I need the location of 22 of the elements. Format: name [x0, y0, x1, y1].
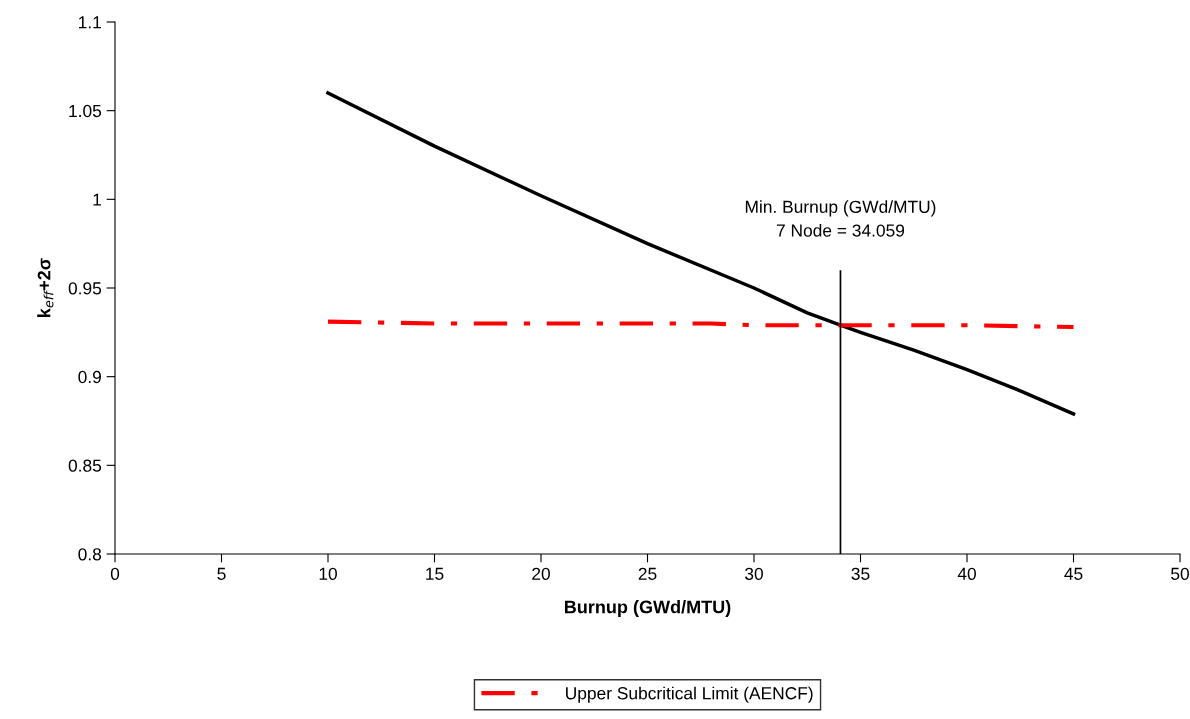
y-tick-label: 0.8 — [78, 548, 102, 561]
x-tick-label: 0 — [110, 567, 120, 580]
x-tick-label: 15 — [426, 567, 444, 580]
ref-line-label: Min. Burnup (GWd/MTU) 7 Node = 34.059 — [745, 200, 936, 237]
y-tick-label: 0.85 — [68, 459, 102, 472]
x-tick-label: 20 — [532, 567, 550, 580]
y-tick-label: 0.9 — [78, 370, 101, 384]
x-tick-label: 45 — [1064, 567, 1083, 580]
y-tick-label: 1 — [93, 193, 101, 206]
y-tick-label: 0.95 — [68, 282, 102, 295]
legend-label: Upper Subcritical Limit (AENCF) — [566, 686, 813, 703]
y-tick-label: 1.1 — [79, 16, 101, 29]
x-tick-label: 50 — [1171, 567, 1189, 580]
x-tick-label: 5 — [217, 567, 226, 580]
x-axis-title: Burnup (GWd/MTU) — [564, 600, 731, 617]
x-tick-label: 30 — [745, 567, 763, 580]
x-tick-label: 10 — [319, 567, 337, 580]
x-tick-label: 40 — [957, 567, 976, 580]
x-tick-label: 25 — [638, 567, 657, 580]
x-tick-label: 35 — [851, 567, 870, 580]
y-axis-title: k$_{eff}$+2σ — [37, 258, 54, 317]
y-tick-label: 1.05 — [69, 104, 102, 118]
